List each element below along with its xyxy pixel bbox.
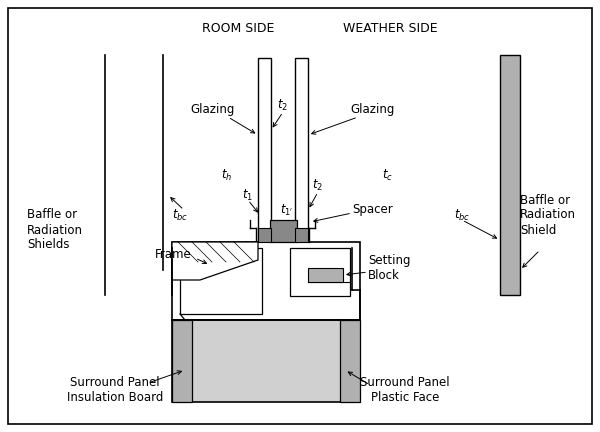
Text: Baffle or
Radiation
Shields: Baffle or Radiation Shields: [27, 209, 83, 251]
Text: Spacer: Spacer: [352, 203, 393, 216]
Polygon shape: [172, 242, 258, 280]
Bar: [258, 228, 271, 242]
Bar: [340, 320, 360, 402]
Text: $t_{1'}$: $t_{1'}$: [280, 203, 294, 218]
Text: $t_h$: $t_h$: [221, 168, 233, 183]
Text: Setting
Block: Setting Block: [368, 254, 410, 282]
Bar: [258, 58, 271, 243]
Text: $t_2$: $t_2$: [277, 98, 289, 113]
Text: WEATHER SIDE: WEATHER SIDE: [343, 22, 437, 35]
Text: Baffle or
Radiation
Shield: Baffle or Radiation Shield: [520, 194, 576, 236]
Bar: [270, 220, 297, 242]
Bar: [290, 248, 350, 296]
Text: Surround Panel
Plastic Face: Surround Panel Plastic Face: [360, 376, 450, 404]
Bar: [500, 55, 520, 295]
Bar: [180, 248, 262, 314]
Bar: [172, 320, 192, 402]
Text: $t_2$: $t_2$: [313, 178, 323, 193]
Text: Surround Panel
Insulation Board: Surround Panel Insulation Board: [67, 376, 163, 404]
Text: Glazing: Glazing: [191, 104, 235, 117]
Bar: [172, 320, 360, 402]
Bar: [295, 58, 308, 243]
Text: Glazing: Glazing: [351, 104, 395, 117]
Bar: [308, 268, 343, 282]
Text: $t_c$: $t_c$: [382, 168, 394, 183]
Text: $t_{bc}$: $t_{bc}$: [454, 207, 470, 222]
Bar: [172, 242, 360, 320]
Text: Frame: Frame: [155, 248, 192, 261]
Text: $t_{bc}$: $t_{bc}$: [172, 207, 188, 222]
Text: ROOM SIDE: ROOM SIDE: [202, 22, 274, 35]
Text: $t_1$: $t_1$: [242, 187, 254, 203]
Bar: [295, 228, 308, 242]
